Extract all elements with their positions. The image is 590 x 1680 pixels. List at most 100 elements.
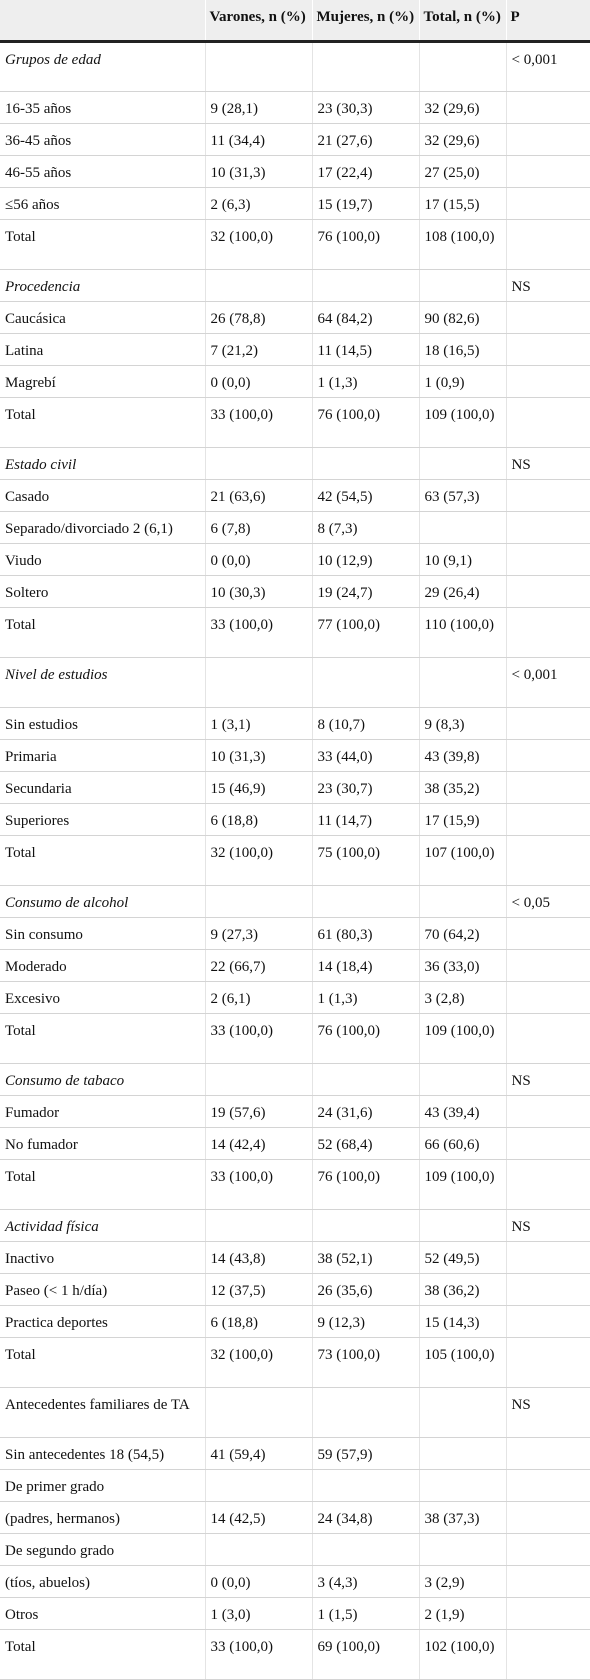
table-row: Caucásica 26 (78,8) 64 (84,2) 90 (82,6) <box>0 301 590 334</box>
mujeres-cell: 24 (34,8) <box>312 1501 420 1534</box>
header-cell-varones: Varones, n (%) <box>205 0 313 43</box>
total-cell: 107 (100,0) <box>419 835 507 886</box>
row-label-cell: 46-55 años <box>0 155 206 188</box>
table-row: Practica deportes 6 (18,8) 9 (12,3) 15 (14,… <box>0 1305 590 1338</box>
mujeres-cell: 52 (68,4) <box>312 1127 420 1160</box>
varones-cell: 14 (42,4) <box>205 1127 313 1160</box>
mujeres-cell: 17 (22,4) <box>312 155 420 188</box>
table-row: Excesivo 2 (6,1) 1 (1,3) 3 (2,8) <box>0 981 590 1014</box>
row-label-cell: Total <box>0 397 206 448</box>
table-row: Total 32 (100,0) 76 (100,0) 108 (100,0) <box>0 219 590 270</box>
table-row: Total 32 (100,0) 75 (100,0) 107 (100,0) <box>0 835 590 886</box>
table-row: Magrebí 0 (0,0) 1 (1,3) 1 (0,9) <box>0 365 590 398</box>
total-cell: 109 (100,0) <box>419 397 507 448</box>
varones-cell: 0 (0,0) <box>205 1565 313 1598</box>
table-row: Total 33 (100,0) 76 (100,0) 109 (100,0) <box>0 397 590 448</box>
varones-cell: 2 (6,3) <box>205 187 313 220</box>
mujeres-cell: 1 (1,3) <box>312 365 420 398</box>
total-cell: 3 (2,9) <box>419 1565 507 1598</box>
category-row: Estado civil NS <box>0 447 590 480</box>
total-cell: 3 (2,8) <box>419 981 507 1014</box>
mujeres-cell: 59 (57,9) <box>312 1437 420 1470</box>
varones-cell: 14 (42,5) <box>205 1501 313 1534</box>
varones-cell: 33 (100,0) <box>205 397 313 448</box>
total-cell: 9 (8,3) <box>419 707 507 740</box>
p-value-cell <box>506 707 590 740</box>
varones-cell <box>205 447 313 480</box>
table-row: Moderado 22 (66,7) 14 (18,4) 36 (33,0) <box>0 949 590 982</box>
row-label-cell: Casado <box>0 479 206 512</box>
total-cell: 90 (82,6) <box>419 301 507 334</box>
varones-cell <box>205 1063 313 1096</box>
p-value-cell <box>506 803 590 836</box>
mujeres-cell: 73 (100,0) <box>312 1337 420 1388</box>
table-row: Inactivo 14 (43,8) 38 (52,1) 52 (49,5) <box>0 1241 590 1274</box>
row-label-cell: Secundaria <box>0 771 206 804</box>
p-value-cell <box>506 1013 590 1064</box>
total-cell <box>419 1063 507 1096</box>
varones-cell: 41 (59,4) <box>205 1437 313 1470</box>
total-cell: 70 (64,2) <box>419 917 507 950</box>
varones-cell <box>205 1469 313 1502</box>
varones-cell: 33 (100,0) <box>205 1629 313 1680</box>
mujeres-cell: 21 (27,6) <box>312 123 420 156</box>
mujeres-cell <box>312 41 420 92</box>
mujeres-cell: 42 (54,5) <box>312 479 420 512</box>
p-value-cell <box>506 543 590 576</box>
row-label-cell: Total <box>0 1159 206 1210</box>
p-value-cell <box>506 1273 590 1306</box>
table-row: Latina 7 (21,2) 11 (14,5) 18 (16,5) <box>0 333 590 366</box>
row-label-cell: Primaria <box>0 739 206 772</box>
p-value-cell <box>506 1095 590 1128</box>
row-label-cell: De segundo grado <box>0 1533 206 1566</box>
total-cell: 18 (16,5) <box>419 333 507 366</box>
mujeres-cell <box>312 269 420 302</box>
varones-cell: 14 (43,8) <box>205 1241 313 1274</box>
p-value-cell <box>506 333 590 366</box>
mujeres-cell <box>312 1387 420 1438</box>
table-row: Primaria 10 (31,3) 33 (44,0) 43 (39,8) <box>0 739 590 772</box>
total-cell: 36 (33,0) <box>419 949 507 982</box>
total-cell: 38 (37,3) <box>419 1501 507 1534</box>
total-cell <box>419 511 507 544</box>
row-label-cell: Moderado <box>0 949 206 982</box>
table-row: Sin antecedentes 18 (54,5) 41 (59,4) 59 (5… <box>0 1437 590 1470</box>
p-value-cell <box>506 981 590 1014</box>
p-value-cell <box>506 835 590 886</box>
row-label-cell: Viudo <box>0 543 206 576</box>
total-cell: 109 (100,0) <box>419 1013 507 1064</box>
row-label-cell: Nivel de estudios <box>0 657 206 708</box>
p-value-cell <box>506 1127 590 1160</box>
varones-cell <box>205 885 313 918</box>
p-value-cell <box>506 155 590 188</box>
varones-cell: 9 (27,3) <box>205 917 313 950</box>
total-cell: 15 (14,3) <box>419 1305 507 1338</box>
table-row: De segundo grado <box>0 1533 590 1566</box>
mujeres-cell <box>312 1533 420 1566</box>
row-label-cell: Paseo (< 1 h/día) <box>0 1273 206 1306</box>
p-value-cell: NS <box>506 447 590 480</box>
row-label-cell: Estado civil <box>0 447 206 480</box>
p-value-cell <box>506 575 590 608</box>
table-row: Paseo (< 1 h/día) 12 (37,5) 26 (35,6) 38 (3… <box>0 1273 590 1306</box>
mujeres-cell: 9 (12,3) <box>312 1305 420 1338</box>
total-cell <box>419 1437 507 1470</box>
mujeres-cell <box>312 885 420 918</box>
varones-cell: 22 (66,7) <box>205 949 313 982</box>
table-row: Separado/divorciado 2 (6,1) 6 (7,8) 8 (7,3… <box>0 511 590 544</box>
row-label-cell: Magrebí <box>0 365 206 398</box>
row-label-cell: Sin estudios <box>0 707 206 740</box>
category-row: Procedencia NS <box>0 269 590 302</box>
varones-cell <box>205 269 313 302</box>
varones-cell: 10 (31,3) <box>205 155 313 188</box>
table-row: Sin estudios 1 (3,1) 8 (10,7) 9 (8,3) <box>0 707 590 740</box>
mujeres-cell: 19 (24,7) <box>312 575 420 608</box>
table-row: No fumador 14 (42,4) 52 (68,4) 66 (60,6) <box>0 1127 590 1160</box>
p-value-cell <box>506 1629 590 1680</box>
mujeres-cell: 14 (18,4) <box>312 949 420 982</box>
varones-cell: 6 (7,8) <box>205 511 313 544</box>
varones-cell: 2 (6,1) <box>205 981 313 1014</box>
row-label-cell: Total <box>0 607 206 658</box>
mujeres-cell: 10 (12,9) <box>312 543 420 576</box>
mujeres-cell: 1 (1,3) <box>312 981 420 1014</box>
